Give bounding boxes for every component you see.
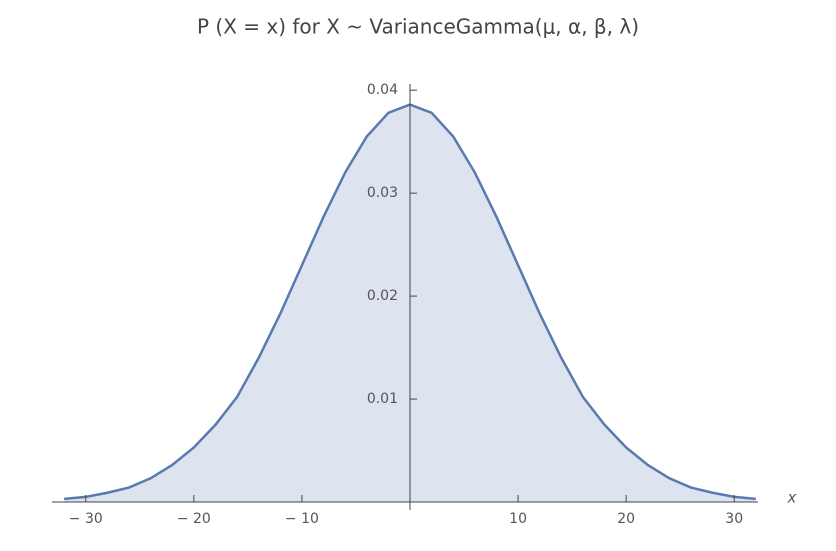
y-tick-label: 0.02	[367, 288, 398, 304]
x-tick-label: − 20	[177, 511, 211, 527]
chart-title: P (X = x) for X ~ VarianceGamma(μ, α, β,…	[197, 15, 639, 39]
x-tick-label: 20	[617, 511, 635, 527]
y-tick-label: 0.01	[367, 391, 398, 407]
x-tick-label: − 30	[69, 511, 103, 527]
y-tick-label: 0.04	[367, 82, 398, 98]
x-tick-label: − 10	[285, 511, 319, 527]
x-tick-label: 10	[509, 511, 527, 527]
y-tick-label: 0.03	[367, 185, 398, 201]
x-tick-label: 30	[725, 511, 743, 527]
x-axis-label: x	[787, 489, 797, 507]
